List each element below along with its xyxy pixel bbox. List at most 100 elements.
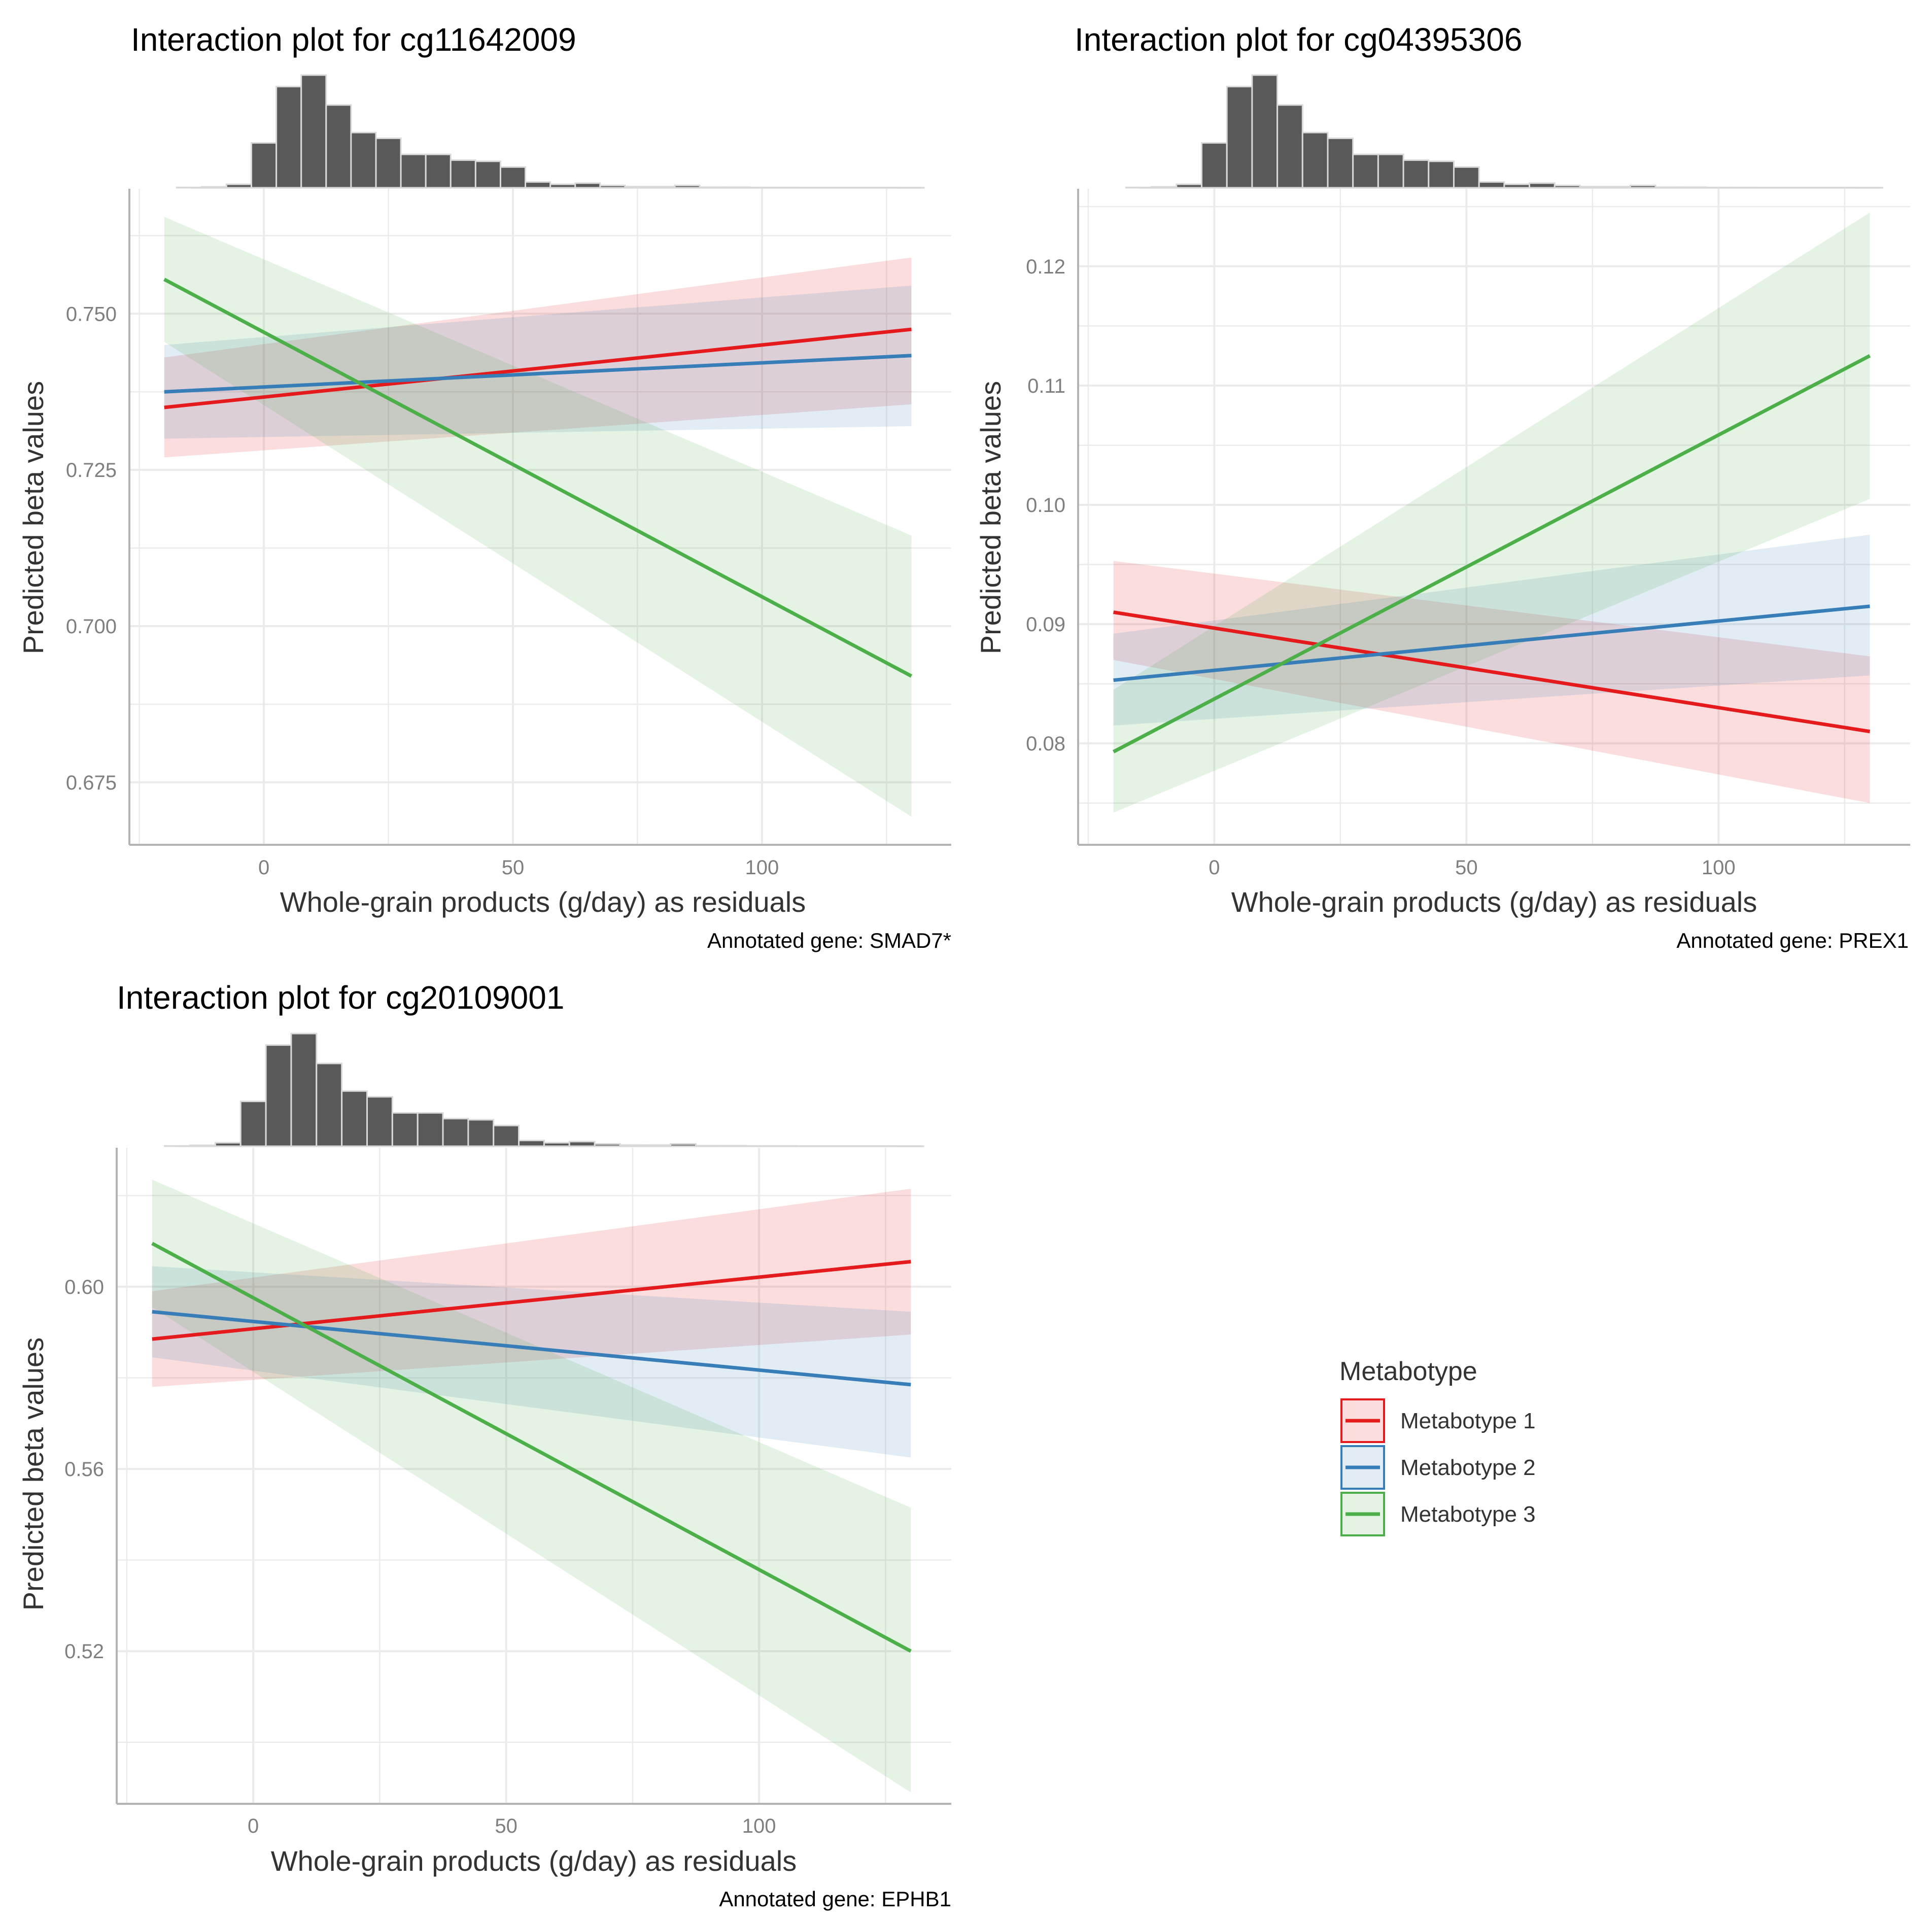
panel-3-histogram-bar — [518, 1140, 545, 1147]
panel-3-histogram-bar — [417, 1112, 444, 1147]
panel-1-histogram-bar — [425, 153, 452, 189]
panel-3-annotated-gene: Annotated gene: EPHB1 — [719, 1887, 951, 1911]
panel-3-x-tick-label: 50 — [495, 1815, 518, 1837]
panel-1-histogram-bar — [375, 138, 402, 189]
panel-1-histogram-bar — [450, 159, 476, 189]
panel-3-histogram-bar — [796, 1145, 823, 1147]
panel-2-histogram-bar — [1377, 153, 1404, 189]
panel-cg20109001: Interaction plot for cg20109001 0.52 0.56… — [17, 979, 951, 1911]
panel-2-y-tick-label: 0.12 — [1026, 256, 1065, 278]
panel-3-histogram-bar — [366, 1096, 393, 1147]
panel-3-histogram-bar — [897, 1145, 924, 1147]
panel-2-line-metabotype-1 — [1113, 610, 1871, 734]
panel-2-histogram-bar — [1352, 153, 1379, 189]
panel-1-line-metabotype-2 — [164, 354, 912, 394]
panel-3-histogram-bar — [341, 1090, 368, 1147]
panel-2-histogram-bar — [1428, 160, 1455, 189]
panel-3-histogram-bar — [442, 1118, 469, 1147]
panel-1-histogram-bar — [300, 74, 327, 189]
panel-1-histogram-bar — [225, 183, 253, 189]
panel-1-histogram-bar — [176, 186, 202, 189]
legend-item-metabotype-2: Metabotype 2 — [1340, 1445, 1536, 1490]
panel-3-y-tick-label: 0.56 — [64, 1458, 104, 1481]
panel-2-histogram-bar — [1604, 186, 1631, 189]
panel-2-histogram-bar — [1402, 159, 1430, 189]
panel-3-ribbon-metabotype-1 — [152, 1188, 911, 1387]
panel-2-histogram-bar — [1251, 74, 1279, 189]
panel-1-histogram-bar — [499, 166, 527, 189]
panel-2-x-axis-label: Whole-grain products (g/day) as residual… — [1231, 886, 1757, 918]
panel-2-histogram-bar — [1554, 184, 1581, 189]
panel-2-histogram-bar — [1529, 182, 1556, 189]
panel-2-histogram-bar — [1680, 186, 1707, 189]
panel-2-y-tick-label: 0.09 — [1026, 613, 1065, 636]
panel-1-histogram-bar — [649, 186, 676, 189]
panel-1-line-metabotype-1 — [164, 327, 912, 409]
panel-2-y-tick-label: 0.11 — [1027, 375, 1065, 397]
panel-3-histogram-bar — [821, 1145, 849, 1147]
panel-2-histogram-bar — [1730, 186, 1757, 189]
panel-1-histogram-bar — [748, 186, 775, 189]
panel-1-histogram — [176, 74, 925, 189]
panel-1-histogram-bar — [325, 104, 352, 189]
panel-2-histogram-bar — [1327, 138, 1354, 189]
panel-cg11642009: Interaction plot for cg11642009 0.675 0.7… — [17, 21, 951, 952]
panel-1-y-tick-label: 0.725 — [66, 459, 117, 482]
panel-1-x-tick-label: 100 — [745, 856, 779, 879]
panel-1-histogram-bar — [773, 186, 801, 189]
panel-1-ribbon-metabotype-1 — [164, 257, 912, 458]
panel-1-annotated-gene: Annotated gene: SMAD7* — [707, 929, 951, 952]
panel-3-histogram-bar — [493, 1124, 520, 1147]
panel-2-histogram-bar — [1226, 86, 1253, 189]
panel-2-histogram-bar — [1150, 186, 1178, 189]
panel-1-x-tick-label: 0 — [258, 856, 269, 879]
panel-3-plot: 0.52 0.56 0.60 0 50 100 — [64, 1148, 951, 1837]
panel-2-x-tick-label: 100 — [1702, 856, 1736, 879]
panel-1-histogram-bar — [400, 153, 427, 189]
panel-1-histogram-bar — [723, 186, 750, 189]
panel-1-histogram-bar — [350, 131, 377, 189]
panel-1-histogram-bar — [599, 184, 626, 189]
panel-3-histogram-bar — [670, 1143, 697, 1147]
panel-1-histogram-bar — [474, 160, 501, 189]
panel-3-y-tick-label: 0.52 — [64, 1640, 104, 1663]
panel-2-histogram — [1125, 74, 1883, 189]
panel-2-histogram-bar — [1629, 184, 1657, 189]
panel-3-line-metabotype-2 — [152, 1310, 911, 1387]
panel-2-x-tick-label: 0 — [1209, 856, 1220, 879]
panel-1-y-axis-label: Predicted beta values — [17, 381, 49, 655]
panel-2-plot: 0.08 0.09 0.10 0.11 0.12 0 50 100 — [1026, 189, 1910, 879]
panel-1-histogram-bar — [251, 142, 278, 189]
panel-3-histogram-bar — [543, 1142, 570, 1147]
panel-2-ribbon-metabotype-2 — [1113, 534, 1870, 726]
panel-1-ribbon-metabotype-2 — [164, 285, 912, 439]
panel-2-line-metabotype-3 — [1112, 354, 1871, 753]
panel-1-y-tick-label: 0.675 — [66, 772, 117, 794]
panel-3-histogram-bar — [467, 1119, 495, 1147]
panel-3-histogram-bar — [214, 1142, 242, 1147]
panel-2-histogram-bar — [1301, 131, 1329, 189]
panel-2-histogram-bar — [1125, 186, 1152, 189]
panel-1-histogram-bar — [674, 184, 701, 189]
panel-3-title: Interaction plot for cg20109001 — [117, 979, 564, 1016]
panel-2-histogram-bar — [1201, 142, 1228, 189]
panel-3-ribbon-metabotype-2 — [152, 1266, 911, 1458]
panel-1-y-tick-label: 0.700 — [66, 615, 117, 638]
panel-1-x-tick-label: 50 — [502, 856, 525, 879]
panel-2-y-axis-label: Predicted beta values — [975, 381, 1007, 655]
panel-2-title: Interaction plot for cg04395306 — [1075, 21, 1522, 58]
panel-3-line-metabotype-3 — [151, 1242, 912, 1653]
panel-1-histogram-bar — [699, 186, 726, 189]
panel-1-histogram-bar — [275, 86, 302, 189]
panel-3-x-tick-label: 0 — [248, 1815, 259, 1837]
legend-title: Metabotype — [1339, 1357, 1477, 1386]
panel-2-histogram-bar — [1705, 186, 1732, 189]
panel-3-y-axis-label: Predicted beta values — [17, 1338, 49, 1611]
panel-3-histogram-bar — [594, 1143, 621, 1147]
panel-2-histogram-bar — [1654, 186, 1682, 189]
panel-1-histogram-bar — [200, 186, 227, 189]
panel-1-histogram-bar — [624, 186, 651, 189]
panel-3-x-tick-label: 100 — [742, 1815, 776, 1837]
